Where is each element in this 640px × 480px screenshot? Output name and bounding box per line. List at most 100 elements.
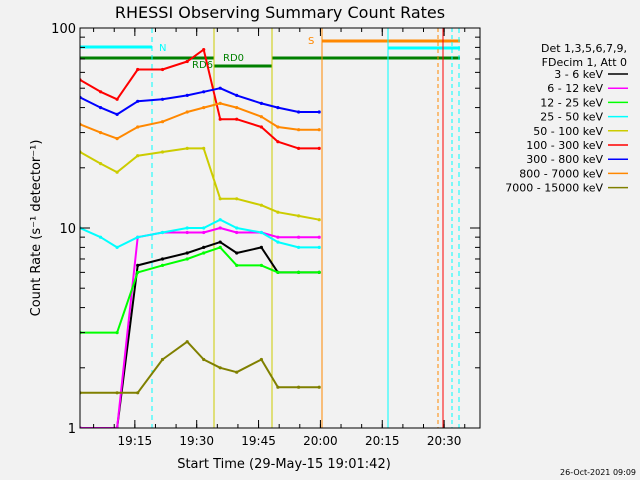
data-point (136, 154, 140, 158)
data-point (185, 257, 189, 261)
data-point (115, 112, 119, 116)
data-point (160, 97, 165, 101)
data-point (297, 235, 301, 239)
data-point (160, 257, 165, 261)
series-group (80, 48, 321, 428)
legend-entry-label: 25 - 50 keV (540, 111, 603, 124)
data-point (218, 86, 222, 90)
data-point (317, 270, 321, 274)
data-point (185, 340, 189, 344)
data-point (259, 245, 263, 249)
data-point (115, 331, 119, 335)
series-line-8 (80, 340, 320, 394)
data-point (235, 226, 239, 230)
data-point (235, 197, 239, 201)
data-point (99, 106, 103, 110)
legend-entry-label: 3 - 6 keV (554, 68, 603, 81)
data-point (297, 385, 301, 389)
legend-entry-label: 50 - 100 keV (533, 125, 603, 138)
data-point (202, 48, 206, 52)
legend-header-decimation: FDecim 1, Att 0 (542, 56, 627, 69)
data-point (259, 263, 263, 267)
data-point (235, 117, 239, 121)
legend-header-detectors: Det 1,3,5,6,7,9, (541, 42, 627, 55)
x-tick-label: 19:30 (179, 434, 214, 448)
x-tick-label: 19:15 (118, 434, 153, 448)
data-point (218, 226, 222, 230)
legend-entry-label: 12 - 25 keV (540, 96, 603, 109)
data-point (136, 235, 140, 239)
data-point (276, 235, 280, 239)
y-tick-label: 100 (51, 22, 76, 37)
data-point (235, 251, 239, 255)
data-point (185, 146, 189, 150)
data-point (235, 370, 239, 374)
data-point (185, 93, 189, 97)
y-tick-label: 10 (59, 222, 76, 237)
data-point (99, 235, 103, 239)
chart-title: RHESSI Observing Summary Count Rates (115, 3, 445, 22)
observing-flags: N RD6 RD0 S (80, 28, 460, 428)
data-point (259, 203, 263, 207)
x-axis-label: Start Time (29-May-15 19:01:42) (177, 457, 391, 472)
data-point (136, 263, 140, 267)
data-point (202, 106, 206, 110)
data-point (259, 230, 263, 235)
x-tick-label: 20:30 (427, 434, 462, 448)
data-point (297, 146, 301, 150)
data-point (202, 226, 206, 230)
legend-entry-label: 300 - 800 keV (526, 153, 603, 166)
data-point (185, 59, 189, 64)
flag-label-rd6: RD6 (192, 60, 213, 71)
data-point (317, 146, 321, 150)
data-point (185, 230, 189, 235)
data-point (115, 137, 119, 141)
legend-entry-label: 7000 - 15000 keV (505, 182, 603, 195)
data-point (136, 125, 140, 129)
data-point (185, 226, 189, 230)
data-point (202, 90, 206, 94)
series-line-2 (80, 246, 320, 334)
data-point (115, 391, 119, 395)
data-point (185, 110, 189, 114)
data-point (276, 270, 280, 274)
x-tick-label: 20:15 (365, 434, 400, 448)
data-point (276, 140, 280, 144)
data-point (202, 230, 206, 235)
timestamp: 26-Oct-2021 09:09 (560, 468, 636, 477)
y-axis-label: Count Rate (s⁻¹ detector⁻¹) (29, 140, 44, 317)
data-point (160, 263, 165, 267)
data-point (218, 117, 222, 121)
data-point (202, 357, 206, 362)
data-point (218, 197, 222, 201)
data-point (297, 110, 301, 114)
data-point (276, 125, 280, 129)
data-point (99, 131, 103, 135)
legend-entry-label: 100 - 300 keV (526, 139, 603, 152)
data-point (259, 101, 263, 105)
data-point (235, 93, 239, 97)
data-point (136, 67, 140, 72)
x-tick-label: 20:00 (303, 434, 338, 448)
data-point (136, 270, 140, 274)
x-tick-label: 19:45 (241, 434, 276, 448)
data-point (276, 210, 280, 214)
y-tick-label: 1 (68, 422, 76, 437)
data-point (297, 270, 301, 274)
data-point (297, 128, 301, 132)
data-point (160, 230, 165, 235)
data-point (202, 245, 206, 249)
data-point (115, 97, 119, 101)
data-point (297, 214, 301, 218)
data-point (218, 245, 222, 249)
data-point (160, 120, 165, 124)
flag-label-n: N (159, 43, 166, 54)
data-point (297, 245, 301, 249)
series-line-1 (80, 227, 320, 428)
data-point (218, 101, 222, 105)
data-point (218, 218, 222, 222)
data-point (259, 115, 263, 119)
data-point (317, 245, 321, 249)
data-point (276, 240, 280, 244)
